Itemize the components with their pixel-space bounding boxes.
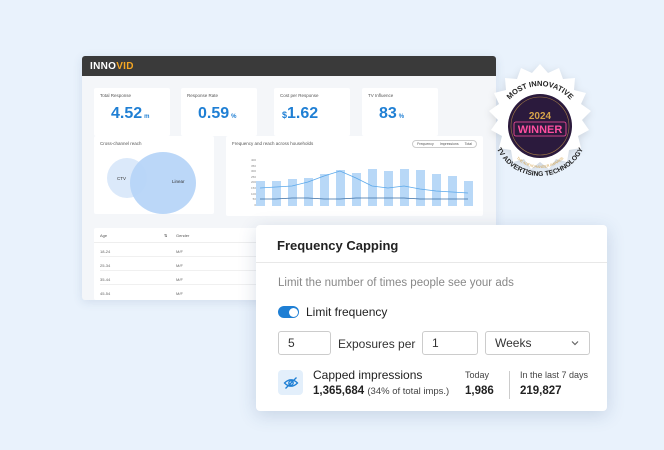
column-header-gender[interactable]: Gender — [176, 233, 190, 238]
chart-bar — [320, 174, 329, 206]
frequency-chart-card: Frequency and reach across households Fr… — [226, 136, 483, 216]
table-cell-gender: M/F — [176, 249, 183, 254]
venn-label-ctv: CTV — [117, 176, 126, 181]
panel-title: Frequency Capping — [277, 238, 399, 253]
chart-line-total — [259, 170, 469, 194]
kpi-label: Total Response — [100, 93, 132, 98]
legend-item: Impressions — [439, 142, 459, 146]
limit-frequency-toggle[interactable] — [278, 306, 299, 318]
exposures-input[interactable]: 5 — [278, 331, 331, 355]
venn-title: Cross-channel reach — [100, 141, 142, 146]
y-axis-ticks: 400 350 300 250 200 150 100 50 0 — [250, 158, 256, 207]
kpi-value: 0.59% — [198, 105, 237, 122]
today-value: 1,986 — [465, 385, 494, 397]
kpi-card-response-rate: Response Rate 0.59% — [181, 88, 257, 136]
chart-bar — [256, 181, 265, 206]
chart-bar — [416, 170, 425, 206]
table-cell-age: 35-44 — [100, 277, 111, 282]
award-badge: MOST INNOVATIVE TV ADVERTISING TECHNOLOG… — [489, 64, 591, 178]
chart-legend[interactable]: Frequency Impressions Total — [412, 140, 477, 148]
kpi-label: Response Rate — [187, 93, 219, 98]
period-unit-select[interactable]: Weeks — [485, 331, 590, 355]
chart-bar — [304, 178, 313, 206]
capped-impressions-value: 1,365,684 (34% of total imps.) — [313, 385, 450, 397]
capped-impressions-title: Capped impressions — [313, 368, 423, 382]
table-cell-age: 25-34 — [100, 263, 111, 268]
badge-disc — [508, 94, 572, 158]
venn-circle-linear — [130, 152, 196, 214]
frequency-capping-panel: Frequency Capping Limit the number of ti… — [256, 225, 607, 411]
kpi-label: TV Influence — [368, 93, 394, 98]
kpi-card-cost-per-response: Cost per Response $1.62 — [274, 88, 350, 136]
chevron-down-icon — [571, 341, 579, 346]
chart-line-frequency — [260, 197, 468, 200]
column-header-age[interactable]: Age — [100, 233, 108, 238]
chart-bar — [272, 181, 281, 206]
frequency-chart — [256, 169, 473, 206]
kpi-value: $1.62 — [282, 105, 319, 122]
today-label: Today — [465, 370, 490, 380]
chart-bar — [400, 169, 409, 206]
kpi-value: 4.52 m — [111, 105, 150, 122]
legend-item: Frequency — [417, 142, 434, 146]
period-input[interactable]: 1 — [422, 331, 478, 355]
table-cell-gender: M/F — [176, 277, 183, 282]
panel-description: Limit the number of times people see you… — [278, 277, 514, 289]
kpi-label: Cost per Response — [280, 93, 319, 98]
exposures-per-label: Exposures per — [338, 337, 416, 351]
kpi-card-tv-influence: TV Influence 83% — [362, 88, 438, 136]
chart-bar — [448, 176, 457, 206]
logo: INNOVID — [90, 60, 134, 72]
table-cell-gender: M/F — [176, 263, 183, 268]
demographics-table: Age ⇅ Gender 18-24 M/F 25-34 M/F 35-44 M… — [94, 228, 264, 300]
venn-label-linear: Linear — [172, 179, 185, 184]
legend-item: Total — [464, 142, 472, 146]
divider — [509, 371, 510, 399]
chart-bar — [288, 179, 297, 206]
chart-title: Frequency and reach across households — [232, 141, 314, 146]
divider — [256, 262, 607, 263]
kpi-value: 83% — [379, 105, 405, 122]
table-cell-age: 18-24 — [100, 249, 111, 254]
chart-bar — [368, 169, 377, 206]
sort-icon[interactable]: ⇅ — [164, 233, 168, 238]
kpi-card-total-response: Total Response 4.52 m — [94, 88, 170, 136]
chart-bar — [352, 173, 361, 206]
eye-off-icon — [278, 370, 303, 395]
table-cell-gender: M/F — [176, 291, 183, 296]
dashboard-header: INNOVID — [82, 56, 496, 76]
chart-bar — [464, 181, 473, 206]
venn-card: Cross-channel reach CTV Linear — [94, 136, 214, 214]
table-header: Age ⇅ Gender — [94, 228, 264, 243]
chart-bar — [432, 174, 441, 206]
chart-bar — [336, 170, 345, 206]
dashboard-window: INNOVID Total Response 4.52 m Response Ra… — [82, 56, 496, 300]
limit-frequency-label: Limit frequency — [306, 305, 388, 319]
badge-year: 2024 — [529, 111, 552, 122]
chart-bar — [384, 171, 393, 206]
last-7-days-label: In the last 7 days — [520, 370, 589, 380]
last-7-days-value: 219,827 — [520, 385, 562, 397]
badge-winner: WINNER — [518, 124, 563, 136]
table-cell-age: 45-54 — [100, 291, 111, 296]
